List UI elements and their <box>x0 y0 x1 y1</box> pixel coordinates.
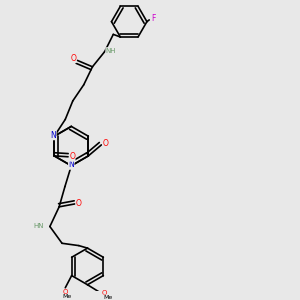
Text: O: O <box>69 152 75 161</box>
Text: NH: NH <box>106 48 116 54</box>
Text: O: O <box>76 199 82 208</box>
Text: O: O <box>103 139 108 148</box>
Text: F: F <box>151 14 155 23</box>
Text: Me: Me <box>103 295 112 300</box>
Text: O: O <box>70 54 76 63</box>
Text: N: N <box>68 160 74 169</box>
Text: O: O <box>102 290 107 296</box>
Text: Me: Me <box>62 295 72 299</box>
Text: O: O <box>62 290 68 296</box>
Text: HN: HN <box>34 223 44 229</box>
Text: N: N <box>50 131 56 140</box>
